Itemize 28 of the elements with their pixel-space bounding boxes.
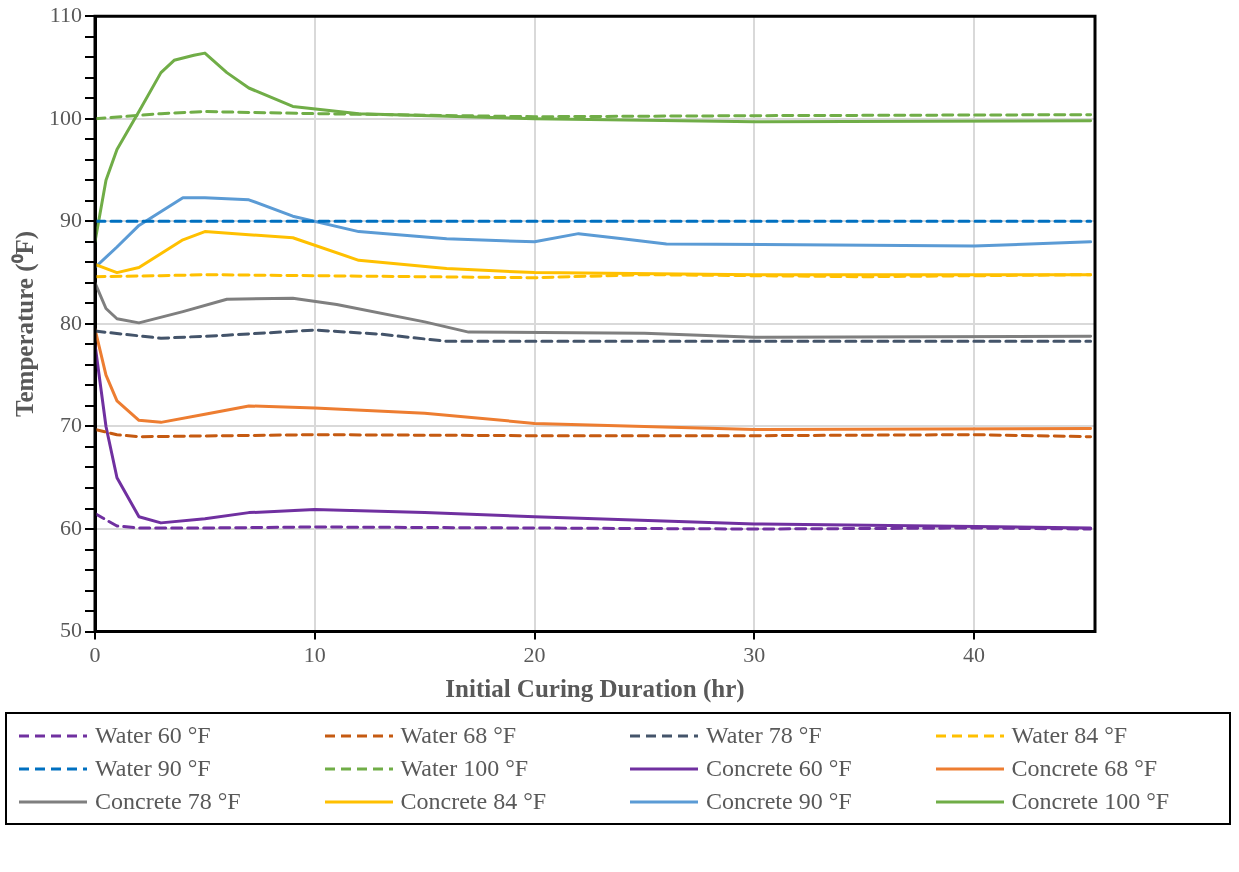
- legend-label: Water 84 °F: [1011, 722, 1128, 749]
- y-tick-label: 110: [49, 1, 82, 27]
- legend-label: Water 100 °F: [400, 755, 529, 782]
- y-tick-label: 90: [60, 207, 82, 233]
- x-tick-label: 40: [963, 641, 986, 667]
- legend-label: Concrete 100 °F: [1011, 788, 1170, 815]
- legend-label: Concrete 78 °F: [95, 788, 241, 815]
- y-tick-label: 100: [49, 104, 82, 130]
- line-series: [95, 428, 1093, 439]
- line-series: [95, 328, 1093, 343]
- legend-label: Water 90 °F: [95, 755, 211, 782]
- y-tick-label: 70: [60, 412, 82, 438]
- legend-label: Water 68 °F: [400, 722, 517, 749]
- y-tick-label: 80: [60, 309, 82, 335]
- y-tick-label: 60: [60, 514, 82, 540]
- legend-label: Water 78 °F: [706, 722, 822, 749]
- legend-label: Concrete 84 °F: [400, 788, 547, 815]
- y-axis-title: Temperature (⁰F): [11, 230, 40, 417]
- legend-label: Concrete 90 °F: [706, 788, 852, 815]
- x-tick-label: 10: [303, 641, 326, 667]
- x-tick-label: 0: [89, 641, 101, 667]
- y-tick-label: 50: [60, 617, 82, 643]
- x-tick-label: 30: [743, 641, 766, 667]
- legend-label: Concrete 60 °F: [706, 755, 852, 782]
- legend-label: Water 60 °F: [95, 722, 211, 749]
- x-tick-label: 20: [523, 641, 546, 667]
- x-axis-title: Initial Curing Duration (hr): [445, 675, 745, 704]
- legend-label: Concrete 68 °F: [1011, 755, 1158, 782]
